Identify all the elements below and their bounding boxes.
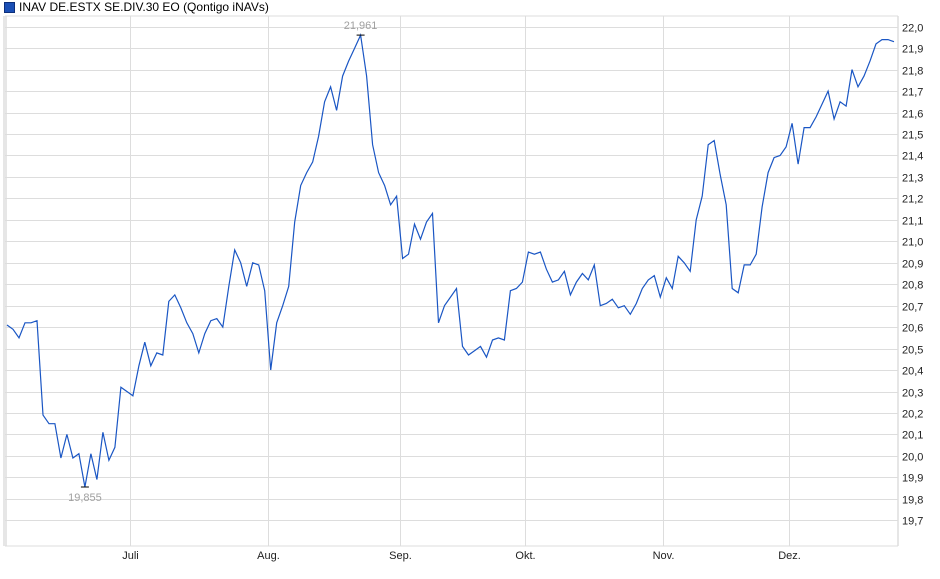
y-tick-label: 21,9: [902, 44, 923, 56]
y-tick-label: 21,2: [902, 194, 923, 206]
x-tick-label: Okt.: [515, 550, 535, 562]
x-tick-label: Sep.: [389, 550, 412, 562]
legend-label: INAV DE.ESTX SE.DIV.30 EO (Qontigo iNAVs…: [19, 0, 269, 14]
max-value-label: 21,961: [344, 20, 378, 32]
price-line: [6, 33, 895, 488]
y-tick-label: 21,5: [902, 130, 923, 142]
y-tick-label: 20,6: [902, 323, 923, 335]
x-tick-label: Aug.: [257, 550, 280, 562]
y-tick-label: 21,8: [902, 66, 923, 78]
y-tick-label: 20,3: [902, 388, 923, 400]
y-tick-label: 20,7: [902, 302, 923, 314]
y-tick-label: 21,3: [902, 173, 923, 185]
y-tick-label: 21,1: [902, 216, 923, 228]
y-tick-label: 20,8: [902, 280, 923, 292]
y-tick-label: 21,0: [902, 237, 923, 249]
min-value-label: 19,855: [68, 492, 102, 504]
legend-swatch: [4, 1, 15, 13]
y-tick-label: 21,4: [902, 151, 923, 163]
x-tick-label: Juli: [122, 550, 139, 562]
y-tick-label: 21,7: [902, 87, 923, 99]
y-tick-label: 19,7: [902, 516, 923, 528]
y-tick-label: 20,9: [902, 259, 923, 271]
y-tick-label: 20,2: [902, 409, 923, 421]
y-tick-label: 19,8: [902, 495, 923, 507]
x-tick-label: Nov.: [653, 550, 675, 562]
y-tick-label: 20,1: [902, 430, 923, 442]
y-tick-label: 19,9: [902, 473, 923, 485]
y-tick-label: 22,0: [902, 23, 923, 35]
y-tick-label: 20,4: [902, 366, 923, 378]
y-tick-label: 20,5: [902, 345, 923, 357]
y-tick-label: 21,6: [902, 109, 923, 121]
y-tick-label: 20,0: [902, 452, 923, 464]
x-tick-label: Dez.: [778, 550, 801, 562]
chart-legend: INAV DE.ESTX SE.DIV.30 EO (Qontigo iNAVs…: [4, 0, 269, 14]
